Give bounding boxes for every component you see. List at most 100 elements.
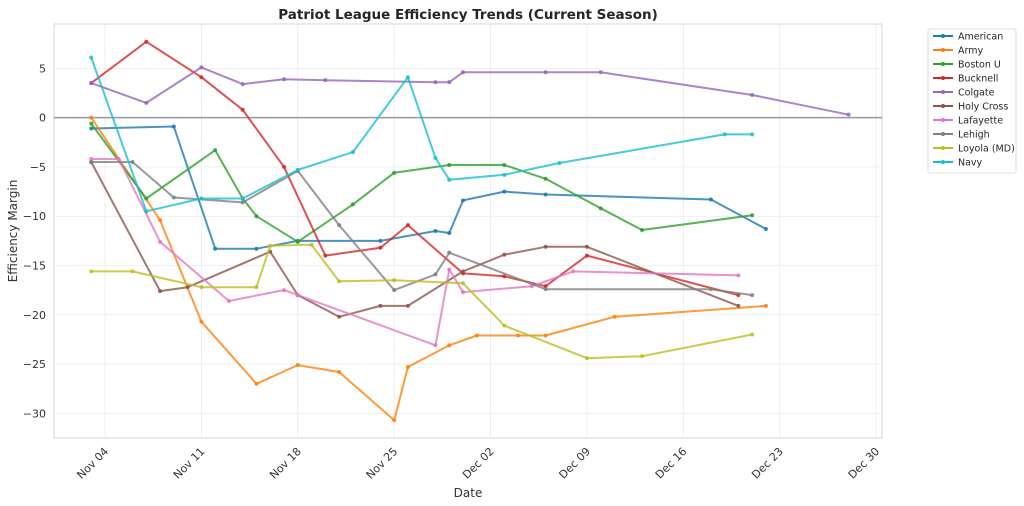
data-point-lehigh (89, 160, 94, 164)
data-point-boston-u (598, 206, 603, 211)
data-point-navy (447, 177, 452, 182)
series-navy (89, 55, 755, 214)
data-point-loyola-md (199, 285, 204, 290)
data-point-holy-cross (337, 314, 342, 319)
data-point-american (433, 229, 438, 233)
data-point-loyola-md (254, 285, 259, 290)
legend-item-colgate: Colgate (933, 88, 995, 99)
legend-label-lafayette: Lafayette (958, 116, 1003, 127)
data-point-colgate (598, 70, 603, 75)
data-point-lafayette (461, 290, 466, 295)
data-point-boston-u (640, 228, 645, 233)
data-point-loyola-md (130, 269, 135, 274)
data-point-bucknell (144, 39, 149, 44)
data-point-colgate (144, 100, 149, 105)
data-point-bucknell (543, 284, 548, 289)
data-point-holy-cross (584, 244, 589, 249)
data-point-lehigh (447, 250, 452, 255)
data-point-colgate (433, 80, 438, 85)
data-point-boston-u (447, 162, 452, 167)
data-point-boston-u (213, 148, 218, 153)
legend-marker-american (941, 34, 945, 38)
legend-item-lehigh: Lehigh (933, 130, 990, 141)
data-point-american (502, 189, 507, 194)
data-point-army (516, 333, 521, 338)
data-point-loyola-md (89, 269, 94, 274)
data-point-bucknell (378, 245, 383, 250)
data-point-bucknell (240, 107, 245, 112)
data-point-lafayette (295, 293, 300, 298)
legend-item-holy-cross: Holy Cross (933, 102, 1008, 113)
data-point-lafayette (447, 267, 452, 272)
data-point-army (254, 381, 259, 386)
data-point-navy (240, 196, 245, 201)
y-tick-label: −5 (30, 161, 46, 174)
data-point-colgate (750, 92, 755, 97)
y-tick-label: −20 (23, 309, 46, 322)
legend-label-boston-u: Boston U (958, 60, 1001, 71)
data-point-american (89, 126, 94, 131)
data-point-colgate (543, 70, 548, 75)
data-point-boston-u (502, 162, 507, 167)
legend-item-bucknell: Bucknell (933, 74, 998, 85)
data-point-navy (295, 167, 300, 172)
y-tick-label: −15 (23, 260, 46, 273)
data-point-american (763, 227, 768, 232)
legend-label-holy-cross: Holy Cross (958, 102, 1008, 113)
data-point-colgate (282, 77, 287, 82)
data-point-american (543, 192, 548, 197)
data-point-loyola-md (502, 323, 507, 328)
data-point-lehigh (543, 287, 548, 292)
chart-title: Patriot League Efficiency Trends (Curren… (278, 7, 658, 23)
data-point-lehigh (171, 195, 176, 200)
data-point-loyola-md (268, 243, 273, 248)
y-tick-label: 5 (39, 62, 46, 75)
data-point-bucknell (405, 223, 410, 228)
data-point-lehigh (337, 223, 342, 228)
data-point-holy-cross (461, 269, 466, 274)
data-point-navy (89, 55, 94, 60)
data-point-american (447, 230, 452, 235)
data-point-boston-u (144, 196, 149, 201)
data-point-colgate (846, 112, 851, 117)
data-point-bucknell (584, 253, 589, 258)
data-point-loyola-md (584, 356, 589, 361)
data-point-colgate (447, 80, 452, 85)
legend-marker-army (941, 48, 945, 52)
legend-label-loyola-md: Loyola (MD) (958, 144, 1015, 155)
data-point-holy-cross (158, 289, 163, 294)
legend-item-army: Army (933, 46, 983, 57)
data-point-loyola-md (750, 332, 755, 337)
data-point-navy (750, 132, 755, 137)
y-axis-label: Efficiency Margin (6, 180, 20, 283)
data-point-lafayette (89, 157, 94, 162)
data-point-colgate (323, 78, 328, 83)
data-point-army (612, 314, 617, 319)
data-point-army (474, 333, 479, 338)
data-point-american (213, 246, 218, 251)
data-point-bucknell (199, 75, 204, 80)
data-point-loyola-md (392, 278, 397, 283)
data-point-american (254, 246, 259, 251)
data-point-boston-u (350, 202, 355, 207)
data-point-navy (405, 75, 410, 80)
data-point-navy (722, 132, 727, 137)
legend-item-lafayette: Lafayette (933, 116, 1003, 127)
data-point-lafayette (226, 298, 231, 303)
legend-marker-boston-u (941, 62, 945, 66)
data-point-holy-cross (543, 244, 548, 249)
data-point-lafayette (158, 239, 163, 244)
data-point-boston-u (254, 214, 259, 219)
data-point-army (337, 369, 342, 374)
legend-item-boston-u: Boston U (933, 60, 1001, 71)
legend-marker-lehigh (941, 132, 945, 136)
data-point-boston-u (392, 170, 397, 175)
data-point-army (158, 218, 163, 223)
data-point-colgate (89, 81, 94, 86)
data-point-colgate (199, 65, 204, 70)
data-point-holy-cross (378, 303, 383, 308)
data-point-lehigh (392, 288, 397, 293)
data-point-bucknell (282, 164, 287, 169)
x-axis-label: Date (454, 486, 483, 500)
